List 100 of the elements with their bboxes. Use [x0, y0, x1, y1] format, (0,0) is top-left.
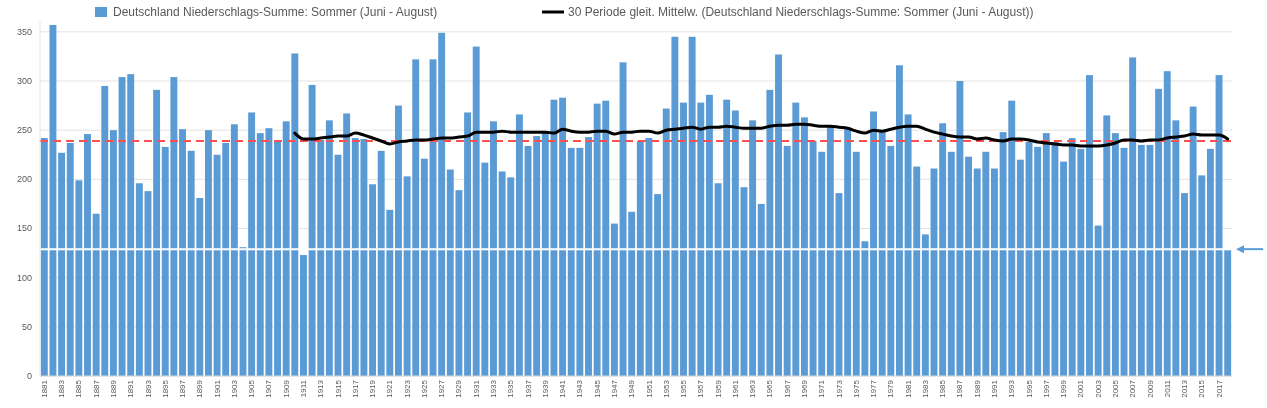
bar	[533, 136, 541, 376]
x-tick-label: 1913	[316, 379, 326, 398]
x-tick-label: 1959	[713, 379, 723, 398]
bar	[369, 184, 377, 376]
x-tick-label: 1889	[108, 379, 118, 398]
x-tick-label: 1961	[730, 379, 740, 398]
bar	[559, 97, 567, 376]
bar	[844, 128, 852, 376]
bar	[895, 65, 903, 376]
x-tick-label: 1973	[834, 379, 844, 398]
x-tick-label: 1897	[178, 379, 188, 398]
x-tick-label: 1923	[402, 379, 412, 398]
x-tick-label: 1939	[540, 379, 550, 398]
y-tick-label: 250	[16, 125, 32, 136]
x-tick-label: 2013	[1180, 379, 1190, 398]
x-tick-label: 1943	[575, 379, 585, 398]
y-tick-label: 100	[16, 272, 32, 283]
bar	[1129, 57, 1137, 376]
bar	[628, 211, 636, 376]
x-tick-label: 1893	[143, 379, 153, 398]
x-tick-label: 1933	[489, 379, 499, 398]
bar	[84, 134, 91, 376]
x-tick-label: 1963	[748, 379, 758, 398]
x-tick-label: 1975	[851, 379, 861, 398]
x-tick-label: 1935	[506, 379, 516, 398]
x-tick-label: 1903	[229, 379, 239, 398]
bar	[775, 54, 782, 376]
bar	[1060, 161, 1068, 376]
x-tick-label: 1955	[679, 379, 689, 398]
x-tick-label: 1915	[333, 379, 343, 398]
x-tick-label: 1965	[765, 379, 775, 398]
x-tick-label: 1925	[419, 379, 429, 398]
x-tick-label: 1891	[126, 379, 136, 398]
x-tick-label: 1999	[1059, 379, 1069, 398]
x-tick-label: 1985	[938, 379, 948, 398]
x-tick-label: 1945	[592, 379, 602, 398]
x-tick-label: 1909	[281, 379, 291, 398]
x-tick-label: 1919	[368, 379, 378, 398]
bar	[749, 120, 757, 376]
x-tick-label: 1887	[91, 379, 101, 398]
x-tick-label: 1991	[990, 379, 1000, 398]
x-tick-label: 1937	[523, 379, 533, 398]
x-tick-label: 1967	[782, 379, 792, 398]
bar	[395, 105, 402, 376]
bar	[204, 130, 212, 376]
x-tick-label: 1885	[74, 379, 84, 398]
bar	[585, 137, 592, 376]
bar	[800, 117, 808, 376]
bar	[438, 32, 446, 376]
bar	[248, 112, 256, 376]
bar	[40, 138, 48, 376]
bar	[1111, 133, 1119, 376]
x-tick-label: 1929	[454, 379, 464, 398]
x-tick-label: 1911	[299, 379, 309, 398]
bar	[636, 140, 644, 376]
x-tick-label: 1969	[799, 379, 809, 398]
x-tick-label: 1981	[903, 379, 913, 398]
x-tick-label: 1901	[212, 379, 222, 398]
x-tick-label: 1941	[558, 379, 568, 398]
bar	[1224, 250, 1232, 376]
bar	[705, 94, 713, 376]
x-tick-label: 1951	[644, 379, 654, 398]
x-tick-label: 1931	[471, 379, 481, 398]
bar	[1206, 148, 1214, 376]
x-tick-label: 1977	[869, 379, 879, 398]
line-series	[293, 122, 1230, 148]
bar	[179, 129, 186, 376]
x-tick-label: 1917	[350, 379, 360, 398]
bar	[680, 102, 687, 376]
x-tick-label: 1971	[817, 379, 827, 398]
bar	[274, 140, 281, 376]
x-tick-label: 2011	[1162, 379, 1172, 398]
x-tick-label: 1987	[955, 379, 965, 398]
x-tick-label: 2005	[1110, 379, 1120, 398]
x-tick-label: 1957	[696, 379, 706, 398]
y-tick-label: 350	[16, 26, 32, 37]
bar	[1016, 159, 1024, 376]
bar	[731, 110, 739, 376]
legend-label: Deutschland Niederschlags-Summe: Sommer (Juni - August)	[113, 5, 438, 20]
x-tick-label: 1921	[385, 379, 395, 398]
x-tick-label: 2007	[1128, 379, 1138, 398]
x-tick-label: 2003	[1093, 379, 1103, 398]
x-tick-label: 2017	[1214, 379, 1224, 398]
bar	[515, 114, 523, 376]
x-tick-label: 1995	[1024, 379, 1034, 398]
x-tick-label: 1983	[920, 379, 930, 398]
x-tick-label: 1895	[160, 379, 170, 398]
y-tick-label: 200	[16, 174, 32, 185]
x-tick-label: 1883	[57, 379, 67, 398]
y-tick-label: 0	[26, 370, 32, 381]
x-tick-label: 1907	[264, 379, 274, 398]
bar	[299, 255, 307, 376]
bar	[610, 223, 618, 376]
bar	[325, 120, 333, 376]
bar	[490, 121, 497, 376]
bar	[58, 152, 66, 376]
bar	[870, 111, 877, 376]
x-tick-label: 1989	[972, 379, 982, 398]
x-tick-label: 1949	[627, 379, 637, 398]
x-tick-label: 1953	[661, 379, 671, 398]
